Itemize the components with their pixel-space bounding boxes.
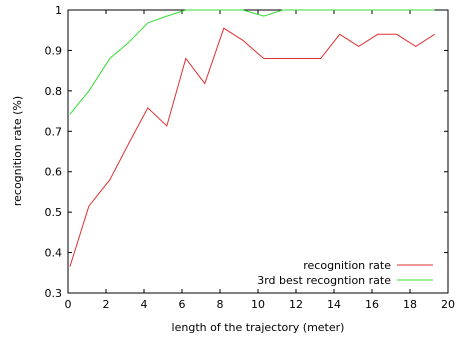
y-axis-label: recognition rate (%) — [11, 96, 24, 206]
y-tick-label: 0.3 — [45, 287, 63, 300]
x-tick-label: 12 — [289, 298, 303, 311]
y-tick-label: 0.5 — [45, 206, 63, 219]
x-tick-label: 10 — [251, 298, 265, 311]
x-tick-label: 8 — [217, 298, 224, 311]
x-tick-label: 18 — [403, 298, 417, 311]
y-tick-label: 0.8 — [45, 85, 63, 98]
legend: recognition rate 3rd best recogntion rat… — [257, 259, 433, 287]
series-lines — [69, 9, 435, 267]
y-tick-label: 0.4 — [45, 247, 63, 260]
x-tick-labels: 0 2 4 6 8 10 12 14 16 18 20 — [65, 298, 456, 311]
x-tick-label: 2 — [103, 298, 110, 311]
x-axis-label: length of the trajectory (meter) — [172, 321, 345, 334]
series-line-3rd-best-recognition-rate — [69, 9, 435, 115]
axis-ticks — [67, 9, 449, 294]
x-tick-label: 16 — [365, 298, 379, 311]
x-tick-label: 20 — [441, 298, 455, 311]
x-tick-label: 6 — [179, 298, 186, 311]
x-tick-label: 14 — [327, 298, 341, 311]
y-tick-label: 1 — [55, 4, 62, 17]
x-tick-label: 0 — [65, 298, 72, 311]
y-tick-labels: 0.3 0.4 0.5 0.6 0.7 0.8 0.9 1 — [45, 4, 63, 300]
y-tick-label: 0.6 — [45, 166, 63, 179]
y-tick-label: 0.7 — [45, 125, 63, 138]
y-tick-label: 0.9 — [45, 44, 63, 57]
legend-label-3rd-best-recognition-rate: 3rd best recogntion rate — [257, 274, 391, 287]
x-tick-label: 4 — [141, 298, 148, 311]
series-line-recognition-rate — [69, 27, 435, 267]
legend-label-recognition-rate: recognition rate — [303, 259, 391, 272]
